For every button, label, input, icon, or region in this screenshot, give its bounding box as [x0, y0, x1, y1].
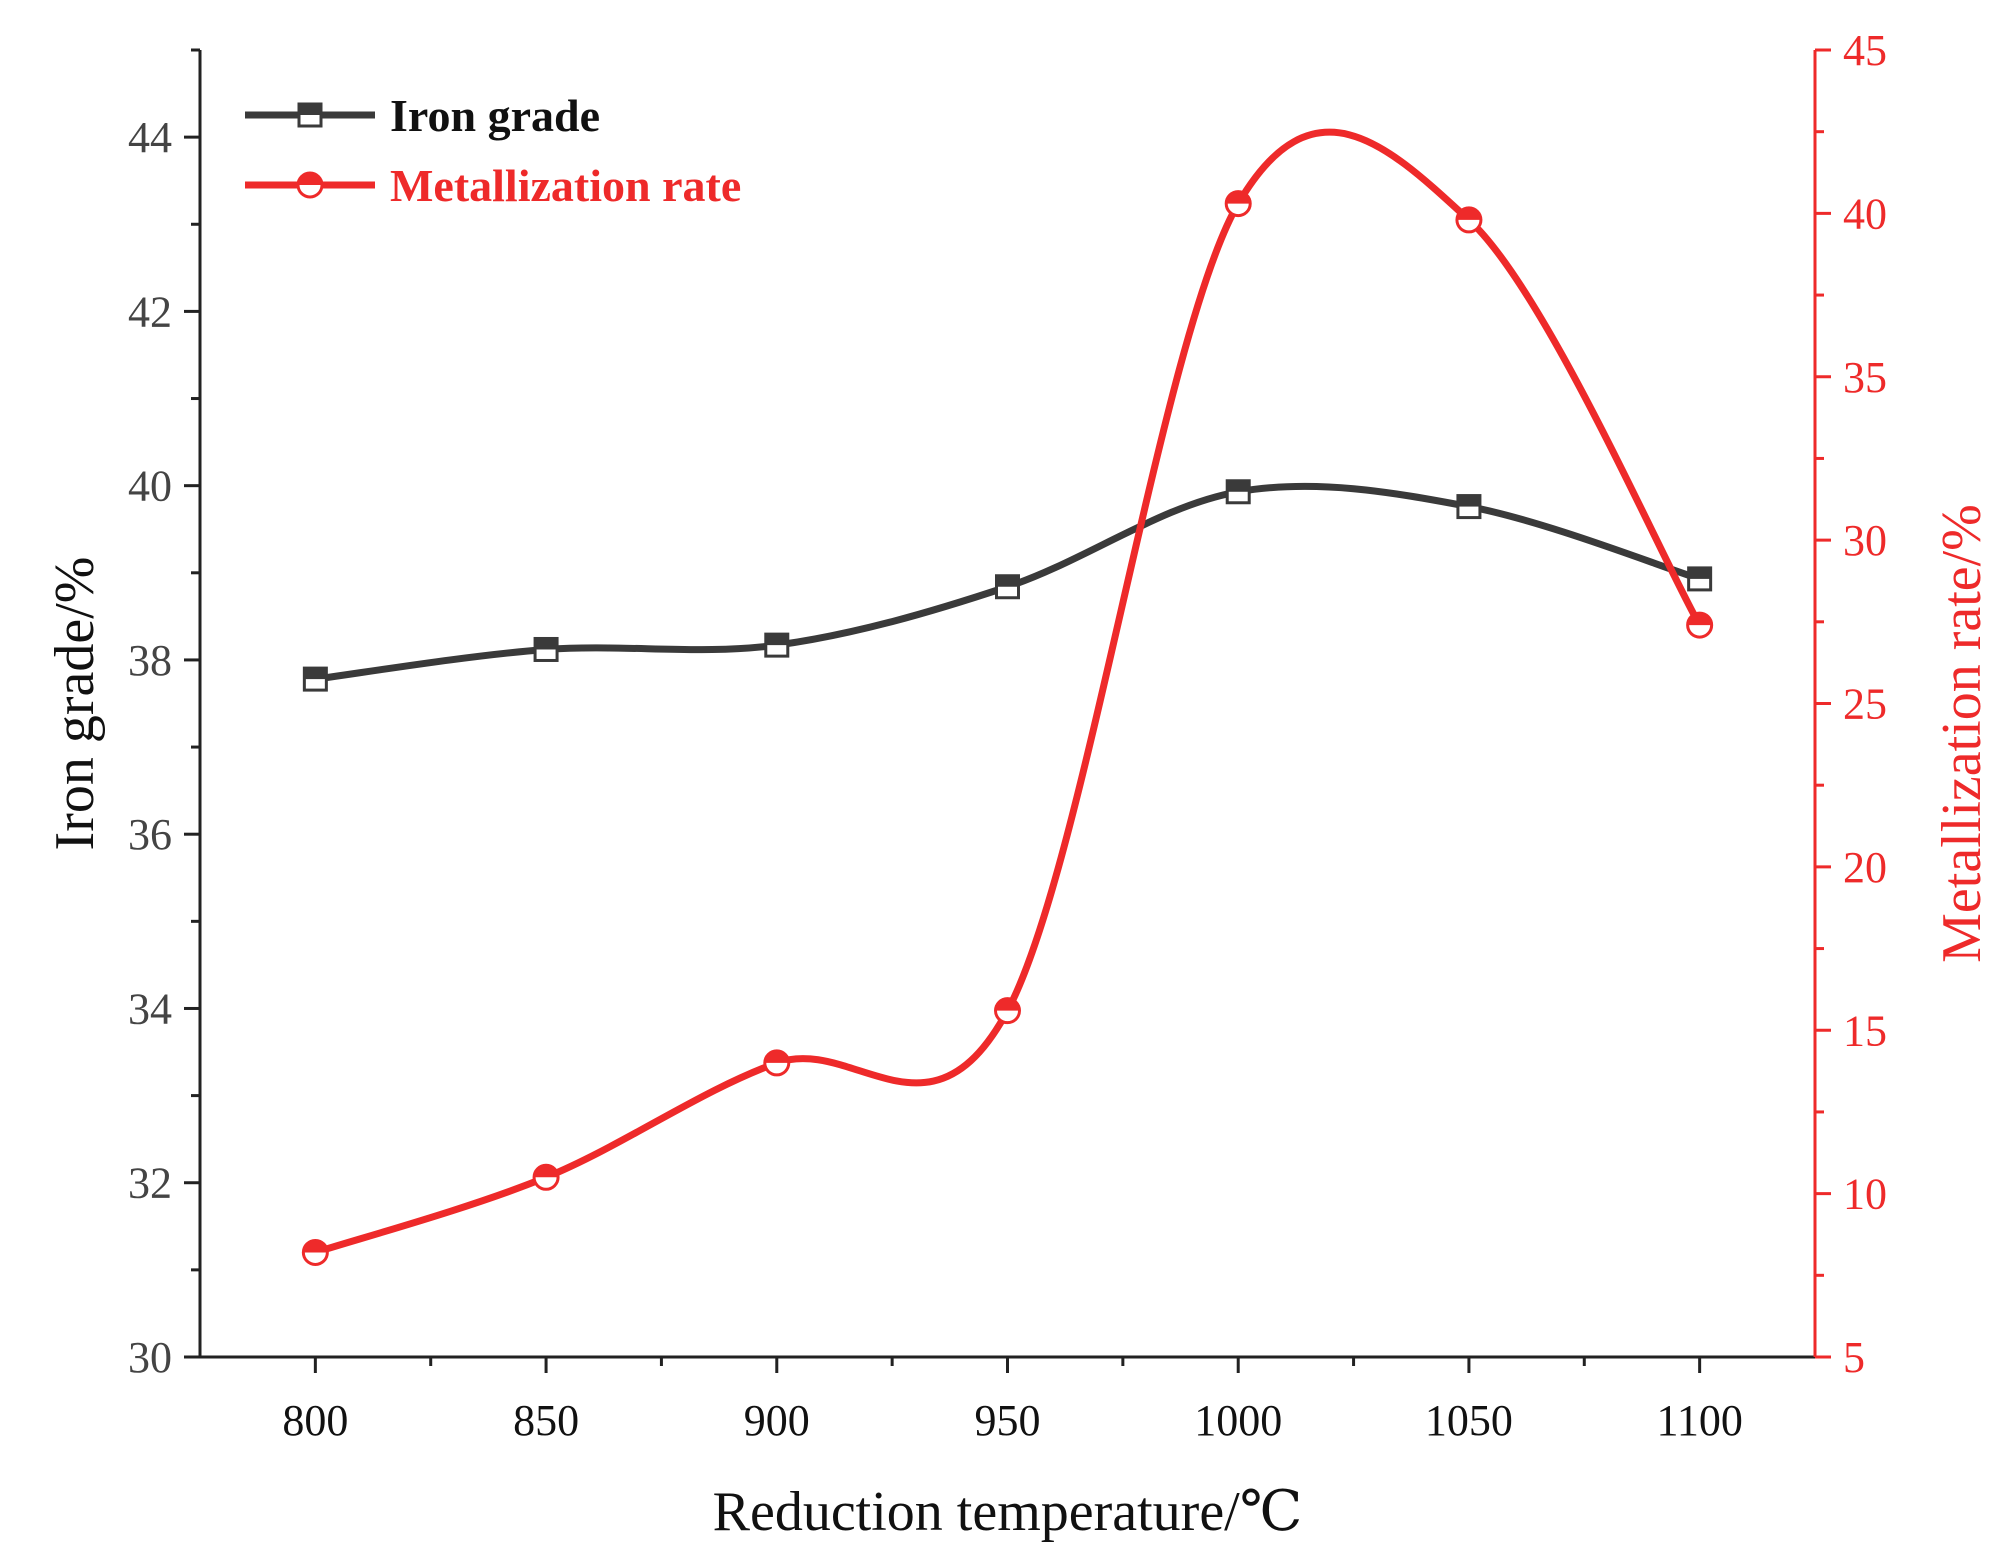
iron-grade-point-850 — [533, 636, 559, 662]
legend-marker-metallization-rate — [296, 171, 324, 199]
metallization-rate-point-1050 — [1455, 206, 1483, 234]
iron-grade-point-900 — [764, 632, 790, 658]
left-y-tick-label-38: 38 — [128, 636, 172, 685]
right-y-tick-label-35: 35 — [1843, 353, 1887, 402]
legend-label-metallization-rate: Metallization rate — [390, 160, 741, 211]
axes-layer: 800 850 900 950 1000 1050 1100 30 32 34 36 38 40 42 44… — [128, 26, 1887, 1445]
right-y-tick-label-10: 10 — [1843, 1170, 1887, 1219]
marker-fill — [1688, 567, 1711, 579]
x-axis-title: Reduction temperature/℃ — [713, 1481, 1303, 1543]
left-y-axis-title: Iron grade/% — [44, 557, 106, 851]
series-layer — [301, 128, 1714, 1266]
marker-fill — [764, 1050, 789, 1063]
metallization-rate-point-800 — [301, 1238, 329, 1266]
legend-label-iron-grade: Iron grade — [390, 90, 600, 141]
left-y-tick-label-44: 44 — [128, 113, 172, 162]
left-y-tick-label-40: 40 — [128, 462, 172, 511]
x-tick-label-1050: 1050 — [1425, 1396, 1513, 1445]
metallization-rate-point-950 — [994, 997, 1021, 1025]
marker-fill — [535, 638, 558, 650]
iron-grade-point-800 — [302, 666, 328, 692]
x-tick-label-850: 850 — [513, 1396, 579, 1445]
legend: Iron grade Metallization rate — [245, 90, 741, 211]
legend-marker-iron-grade — [297, 102, 323, 128]
right-y-axis-title: Metallization rate/% — [1931, 504, 1993, 963]
right-y-tick-label-45: 45 — [1843, 26, 1887, 75]
metallization-rate-point-1000 — [1224, 190, 1252, 218]
right-y-tick-label-25: 25 — [1843, 680, 1887, 729]
marker-fill — [534, 1165, 559, 1178]
marker-fill — [1687, 613, 1712, 626]
x-tick-label-950: 950 — [975, 1396, 1041, 1445]
metallization-rate-point-1100 — [1686, 611, 1714, 639]
marker-fill — [1227, 480, 1250, 492]
x-tick-label-800: 800 — [282, 1396, 348, 1445]
iron-grade-point-1100 — [1687, 566, 1713, 592]
marker-fill — [765, 634, 788, 646]
marker-fill — [1226, 191, 1251, 204]
right-y-tick-label-5: 5 — [1843, 1333, 1865, 1382]
x-tick-label-1100: 1100 — [1656, 1396, 1742, 1445]
right-y-tick-label-40: 40 — [1843, 189, 1887, 238]
right-y-tick-label-30: 30 — [1843, 516, 1887, 565]
metallization-rate-line — [311, 128, 1704, 1256]
left-y-tick-label-32: 32 — [128, 1159, 172, 1208]
metallization-rate-point-850 — [532, 1163, 560, 1191]
x-tick-label-900: 900 — [744, 1396, 810, 1445]
marker-fill — [996, 575, 1019, 587]
marker-fill — [299, 104, 321, 115]
iron-grade-point-1000 — [1225, 479, 1251, 505]
left-y-tick-label-34: 34 — [128, 984, 172, 1033]
iron-grade-point-950 — [995, 574, 1020, 600]
marker-fill — [995, 998, 1020, 1011]
right-y-tick-label-20: 20 — [1843, 843, 1887, 892]
metallization-rate-point-900 — [763, 1049, 791, 1077]
marker-fill — [1457, 495, 1480, 507]
x-tick-label-1000: 1000 — [1194, 1396, 1282, 1445]
left-y-tick-label-36: 36 — [128, 810, 172, 859]
left-y-tick-label-30: 30 — [128, 1333, 172, 1382]
iron-grade-point-1050 — [1456, 494, 1482, 520]
marker-fill — [1456, 207, 1481, 220]
marker-fill — [304, 668, 327, 680]
marker-fill — [298, 173, 322, 185]
left-y-tick-label-42: 42 — [128, 287, 172, 336]
right-y-tick-label-15: 15 — [1843, 1006, 1887, 1055]
marker-fill — [303, 1240, 328, 1253]
